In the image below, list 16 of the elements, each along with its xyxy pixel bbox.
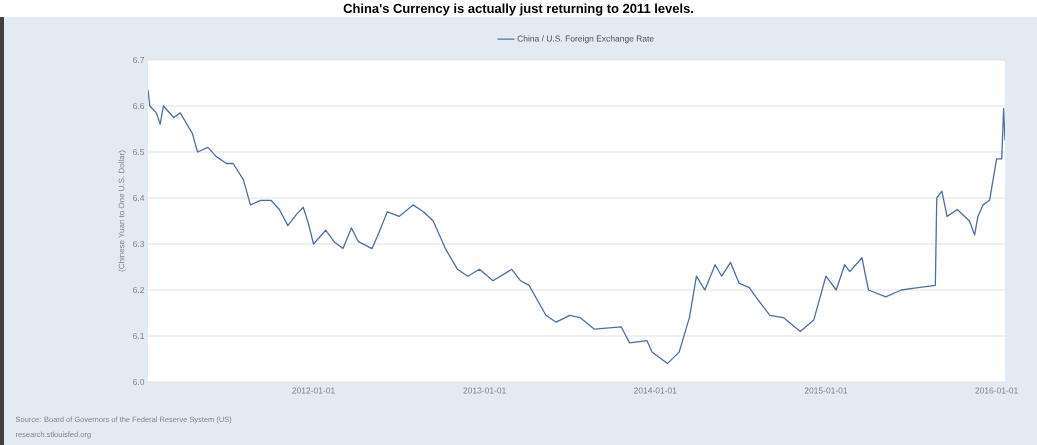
y-tick-label: 6.7 [133,57,145,63]
y-tick-label: 6.5 [133,149,145,155]
y-tick-label: 6.0 [133,379,145,385]
chart-title: China's Currency is actually just returning to 2011 levels. [343,3,693,16]
x-tick-label: 2016-01-01 [975,387,1018,394]
y-tick-label: 6.3 [133,241,145,247]
x-tick-label: 2013-01-01 [463,387,506,394]
x-tick-label: 2015-01-01 [804,387,848,394]
y-tick-label: 6.1 [133,333,145,339]
x-tick-label: 2012-01-01 [292,387,335,394]
y-tick-label: 6.2 [133,287,145,293]
x-tick-label: 2014-01-01 [634,387,677,394]
y-tick-label: 6.6 [133,103,145,109]
legend-label: China / U.S. Foreign Exchange Rate [517,35,654,44]
y-tick-label: 6.4 [133,195,145,201]
line-series [148,89,1006,365]
